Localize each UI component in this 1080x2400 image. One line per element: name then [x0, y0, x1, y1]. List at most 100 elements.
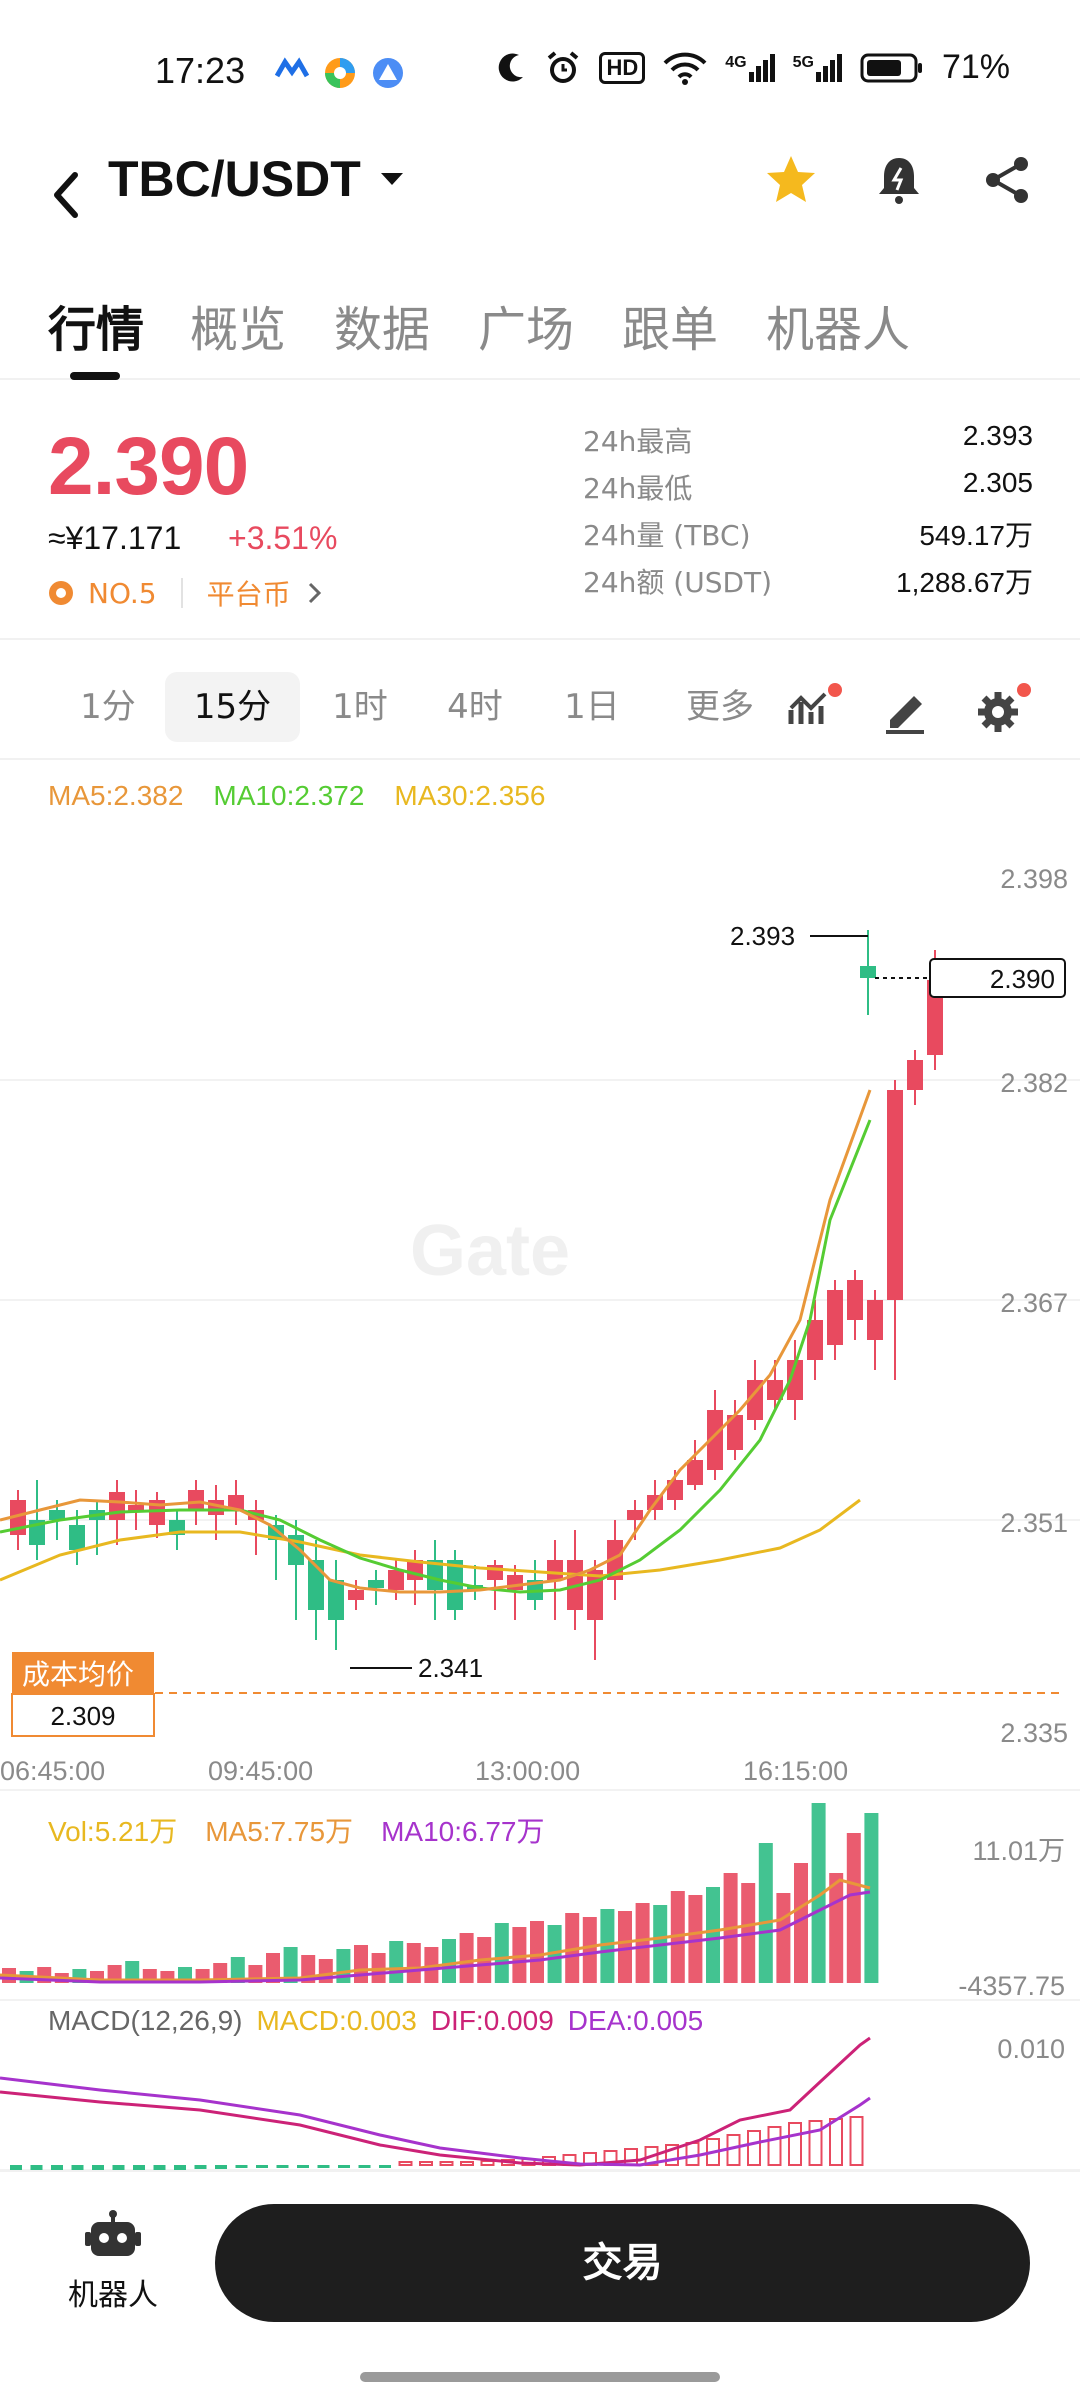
cost-avg-badge[interactable] — [12, 1652, 154, 1694]
macd-bar — [30, 2165, 43, 2170]
stat-key: 24h额 (USDT) — [583, 566, 773, 599]
candle — [727, 1415, 743, 1450]
dea-value: DEA:0.005 — [567, 2005, 704, 2036]
macd-bar — [379, 2165, 391, 2168]
volume-bar — [406, 1943, 421, 1983]
macd-bar — [235, 2165, 248, 2168]
back-arrow-icon[interactable] — [45, 165, 85, 225]
vol-ma10-line — [0, 1890, 871, 1984]
share-icon[interactable] — [979, 152, 1035, 208]
volume-bar — [266, 1953, 280, 1983]
main-tabs: 行情 概览 数据 广场 跟单 机器人 — [0, 280, 1080, 380]
candle — [109, 1492, 125, 1520]
y-tick: 2.351 — [1000, 1508, 1068, 1538]
rank-row[interactable]: NO.5 平台币 — [48, 573, 325, 613]
status-app-icons — [275, 56, 405, 90]
favorite-star-icon[interactable] — [763, 152, 819, 208]
ma10-line — [0, 1119, 872, 1594]
candle — [368, 1580, 384, 1588]
tab-copy-trade[interactable]: 跟单 — [622, 302, 719, 358]
tab-data[interactable]: 数据 — [334, 302, 431, 358]
macd-bar — [297, 2165, 309, 2168]
interval-4h[interactable]: 4时 — [447, 687, 503, 727]
tab-overview[interactable]: 概览 — [190, 302, 287, 358]
stat-value: 2.393 — [962, 420, 1033, 451]
macd-top-tick: 0.010 — [997, 2034, 1065, 2064]
top-header: TBC/USDT — [0, 140, 1080, 260]
volume-bar — [389, 1941, 404, 1983]
candle — [427, 1560, 443, 1590]
x-tick: 06:45:00 — [0, 1756, 105, 1786]
price-alert-bell-icon[interactable] — [871, 152, 927, 208]
tab-square[interactable]: 广场 — [478, 302, 575, 358]
candle — [328, 1580, 344, 1620]
volume-bar — [688, 1895, 703, 1983]
candle — [348, 1590, 364, 1600]
volume-bar — [582, 1917, 597, 1983]
candle — [687, 1460, 703, 1485]
candle — [447, 1560, 463, 1610]
stat-key: 24h量 (TBC) — [583, 519, 751, 552]
volume-bar — [706, 1887, 720, 1983]
macd-bar — [644, 2146, 659, 2166]
y-tick: 2.335 — [1000, 1718, 1068, 1748]
chevron-right-icon — [308, 582, 321, 604]
candle — [787, 1360, 803, 1400]
y-tick: 2.382 — [1000, 1068, 1068, 1098]
dea-line — [0, 2076, 871, 2167]
volume-bar — [758, 1843, 773, 1983]
volume-bar — [565, 1913, 580, 1983]
stat-row: 24h最低 2.305 — [583, 467, 1033, 514]
macd-bar — [788, 2122, 802, 2166]
rank-dot-icon — [49, 581, 73, 605]
macd-bar — [419, 2161, 433, 2166]
wifi-icon — [663, 52, 707, 85]
price-change: +3.51% — [228, 520, 338, 556]
volume-bar — [618, 1911, 632, 1983]
pair-selector[interactable]: TBC/USDT — [108, 150, 405, 208]
macd-bar — [398, 2161, 413, 2166]
stat-row: 24h量 (TBC) 549.17万 — [583, 514, 1033, 561]
settings-gear-icon[interactable] — [972, 680, 1032, 740]
draw-tool-icon[interactable] — [880, 680, 930, 740]
tab-market[interactable]: 行情 — [48, 302, 145, 358]
macd-bar — [460, 2161, 474, 2166]
interval-more[interactable]: 更多 — [686, 687, 754, 727]
interval-1h[interactable]: 1时 — [332, 687, 388, 727]
volume-bar — [846, 1833, 861, 1983]
watermark: Gate — [410, 1211, 570, 1291]
pair-title: TBC/USDT — [108, 151, 361, 207]
bottom-robot-button[interactable]: 机器人 — [68, 2210, 158, 2314]
volume-bar — [600, 1909, 615, 1983]
price-cny: ≈¥17.171 — [48, 520, 182, 556]
header-actions — [763, 152, 1035, 208]
indicator-icon[interactable] — [785, 680, 845, 740]
battery-percent: 71% — [941, 48, 1010, 86]
price-summary: 2.390 ≈¥17.171 +3.51% NO.5 平台币 24h最高 2.39… — [0, 390, 1080, 640]
macd-bar — [92, 2165, 104, 2170]
macd-bar — [51, 2165, 63, 2170]
interval-1m[interactable]: 1分 — [80, 687, 136, 727]
hd-badge: HD — [599, 51, 646, 84]
vol-bottom-tick: -4357.75 — [958, 1971, 1065, 2001]
tab-bots[interactable]: 机器人 — [766, 302, 911, 358]
status-bar: 17:23 HD 4G 5G 71% — [0, 0, 1080, 140]
stat-row: 24h最高 2.393 — [583, 420, 1033, 467]
cost-avg-value: 2.309 — [50, 1701, 115, 1731]
candle — [867, 1300, 883, 1340]
macd-bar — [747, 2130, 761, 2166]
last-price-tag[interactable] — [929, 958, 1066, 998]
ma-legend: MA5:2.382 MA10:2.372 MA30:2.356 — [48, 780, 545, 812]
candle — [69, 1525, 85, 1550]
candle — [587, 1570, 603, 1620]
signal-4g-icon: 4G — [725, 53, 775, 82]
trade-button[interactable]: 交易 — [215, 2204, 1030, 2322]
kline-chart[interactable]: Gate 2.398 2.382 2.367 2.351 2.335 06:45… — [0, 820, 1080, 2170]
candle — [827, 1290, 843, 1345]
volume-bar — [829, 1873, 844, 1983]
app-m-icon — [275, 57, 309, 78]
interval-1d[interactable]: 1日 — [564, 687, 620, 727]
candle — [128, 1505, 144, 1511]
robot-label: 机器人 — [68, 2278, 158, 2313]
interval-15m[interactable]: 15分 — [165, 672, 300, 742]
